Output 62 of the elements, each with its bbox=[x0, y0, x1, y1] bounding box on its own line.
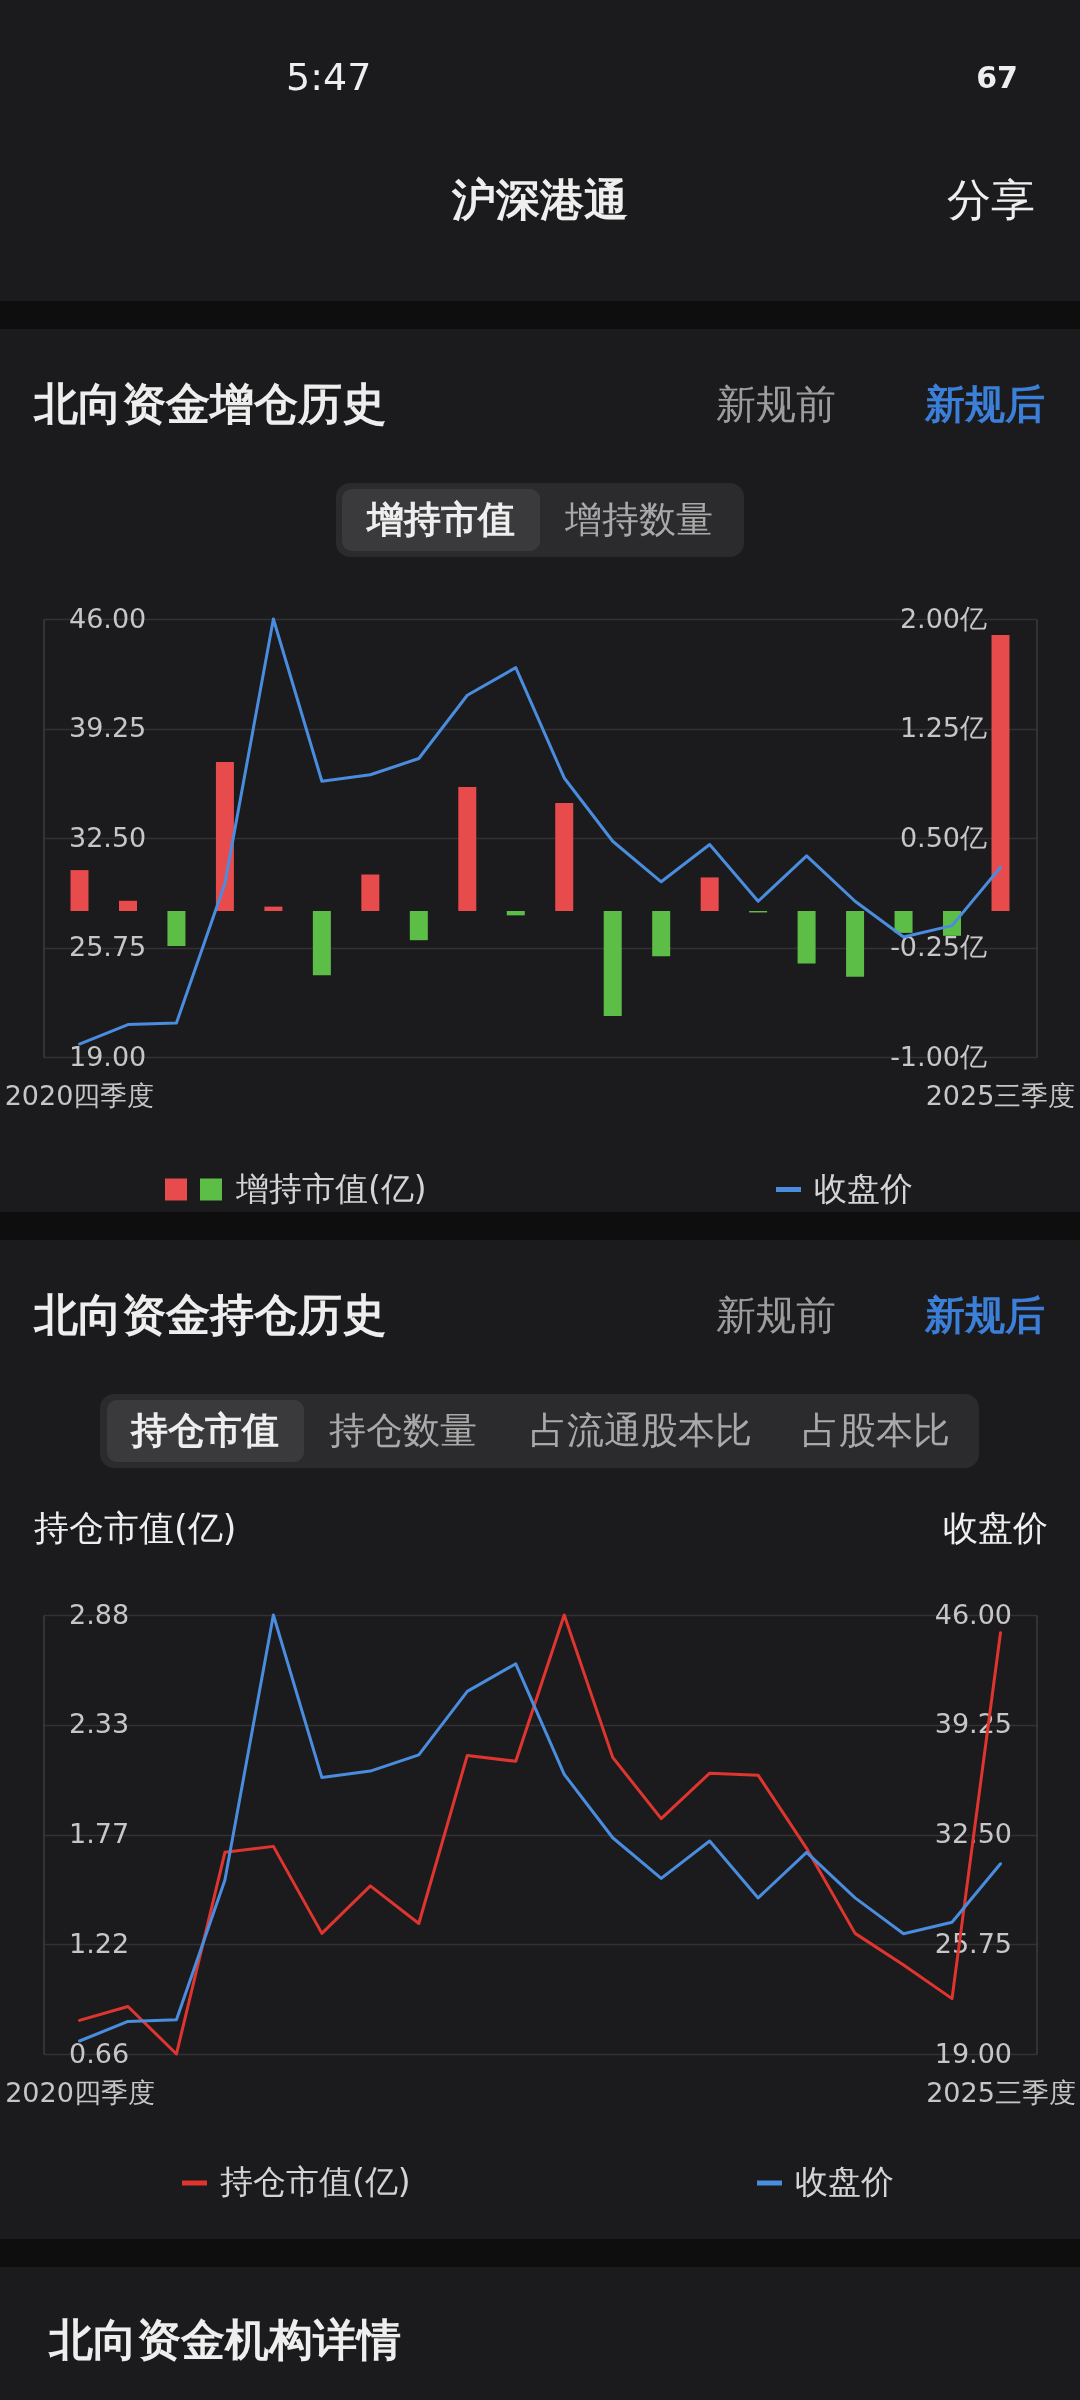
y2-tick-label: -1.00亿 bbox=[890, 1040, 987, 1072]
text: 新规后 bbox=[924, 1292, 1045, 1338]
bar bbox=[846, 911, 865, 977]
y-axis-title: 持仓市值(亿) bbox=[34, 1507, 237, 1548]
y2-tick-label: 19.00 bbox=[934, 2037, 1012, 2069]
bar bbox=[603, 911, 622, 1017]
bar bbox=[894, 911, 913, 933]
chart-title: 北向资金持仓历史 bbox=[33, 1289, 386, 1340]
bar bbox=[215, 762, 234, 911]
y-tick-label: 32.50 bbox=[69, 821, 147, 853]
bar bbox=[506, 911, 525, 916]
y-tick-label: 1.77 bbox=[69, 1818, 130, 1849]
text: 沪深港通 bbox=[451, 174, 628, 225]
legend-label: 收盘价 bbox=[795, 2162, 894, 2201]
y-tick-label: 2.88 bbox=[69, 1598, 130, 1630]
text: 67 bbox=[976, 60, 1018, 95]
text: 分享 bbox=[947, 174, 1035, 225]
text: 新规前 bbox=[716, 1292, 836, 1338]
y2-tick-label: 46.00 bbox=[934, 1598, 1012, 1630]
legend-label: 持仓市值(亿) bbox=[220, 2162, 411, 2201]
x-tick-label: 2020四季度 bbox=[4, 1079, 155, 1111]
x-tick-label: 2020四季度 bbox=[5, 2076, 155, 2108]
y-tick-label: 19.00 bbox=[69, 1040, 147, 1072]
bar bbox=[458, 786, 477, 911]
bar bbox=[118, 900, 137, 911]
text: 新规前 bbox=[716, 381, 836, 427]
y2-tick-label: 0.50亿 bbox=[899, 821, 987, 853]
text: 新规后 bbox=[924, 381, 1045, 427]
legend-label: 增持市值(亿) bbox=[235, 1168, 427, 1208]
x-tick-label: 2025三季度 bbox=[925, 1079, 1076, 1111]
y2-tick-label: -0.25亿 bbox=[890, 931, 987, 962]
bar bbox=[312, 911, 331, 976]
text: 占流通股本比 bbox=[529, 1409, 752, 1452]
y-tick-label: 0.66 bbox=[69, 2037, 130, 2069]
legend-label: 收盘价 bbox=[814, 1168, 913, 1208]
bar bbox=[167, 911, 186, 947]
chart-title: 北向资金增仓历史 bbox=[33, 378, 386, 429]
x-tick-label: 2025三季度 bbox=[926, 2076, 1076, 2108]
text: 持仓市值 bbox=[128, 1409, 279, 1452]
y-tick-label: 2.33 bbox=[69, 1708, 130, 1740]
text: 持仓数量 bbox=[329, 1409, 477, 1452]
text: 增持市值 bbox=[365, 498, 515, 541]
bar bbox=[409, 911, 428, 941]
text: 北向资金机构详情 bbox=[48, 2314, 401, 2365]
bar bbox=[70, 870, 89, 911]
bar bbox=[361, 874, 380, 911]
bar bbox=[991, 635, 1010, 911]
y2-axis-title: 收盘价 bbox=[943, 1507, 1048, 1548]
bar bbox=[555, 802, 574, 911]
bar bbox=[264, 906, 283, 911]
y-tick-label: 46.00 bbox=[69, 602, 147, 634]
y-tick-label: 39.25 bbox=[69, 712, 147, 743]
y-tick-label: 25.75 bbox=[69, 931, 147, 962]
y2-tick-label: 2.00亿 bbox=[899, 602, 987, 634]
bar bbox=[700, 877, 719, 911]
bar bbox=[797, 911, 816, 964]
y-tick-label: 1.22 bbox=[69, 1927, 130, 1959]
text: 5:47 bbox=[286, 55, 372, 99]
text: 增持数量 bbox=[564, 498, 713, 541]
y2-tick-label: 1.25亿 bbox=[899, 712, 987, 743]
bar bbox=[652, 911, 671, 957]
text: 占股本比 bbox=[802, 1409, 950, 1452]
